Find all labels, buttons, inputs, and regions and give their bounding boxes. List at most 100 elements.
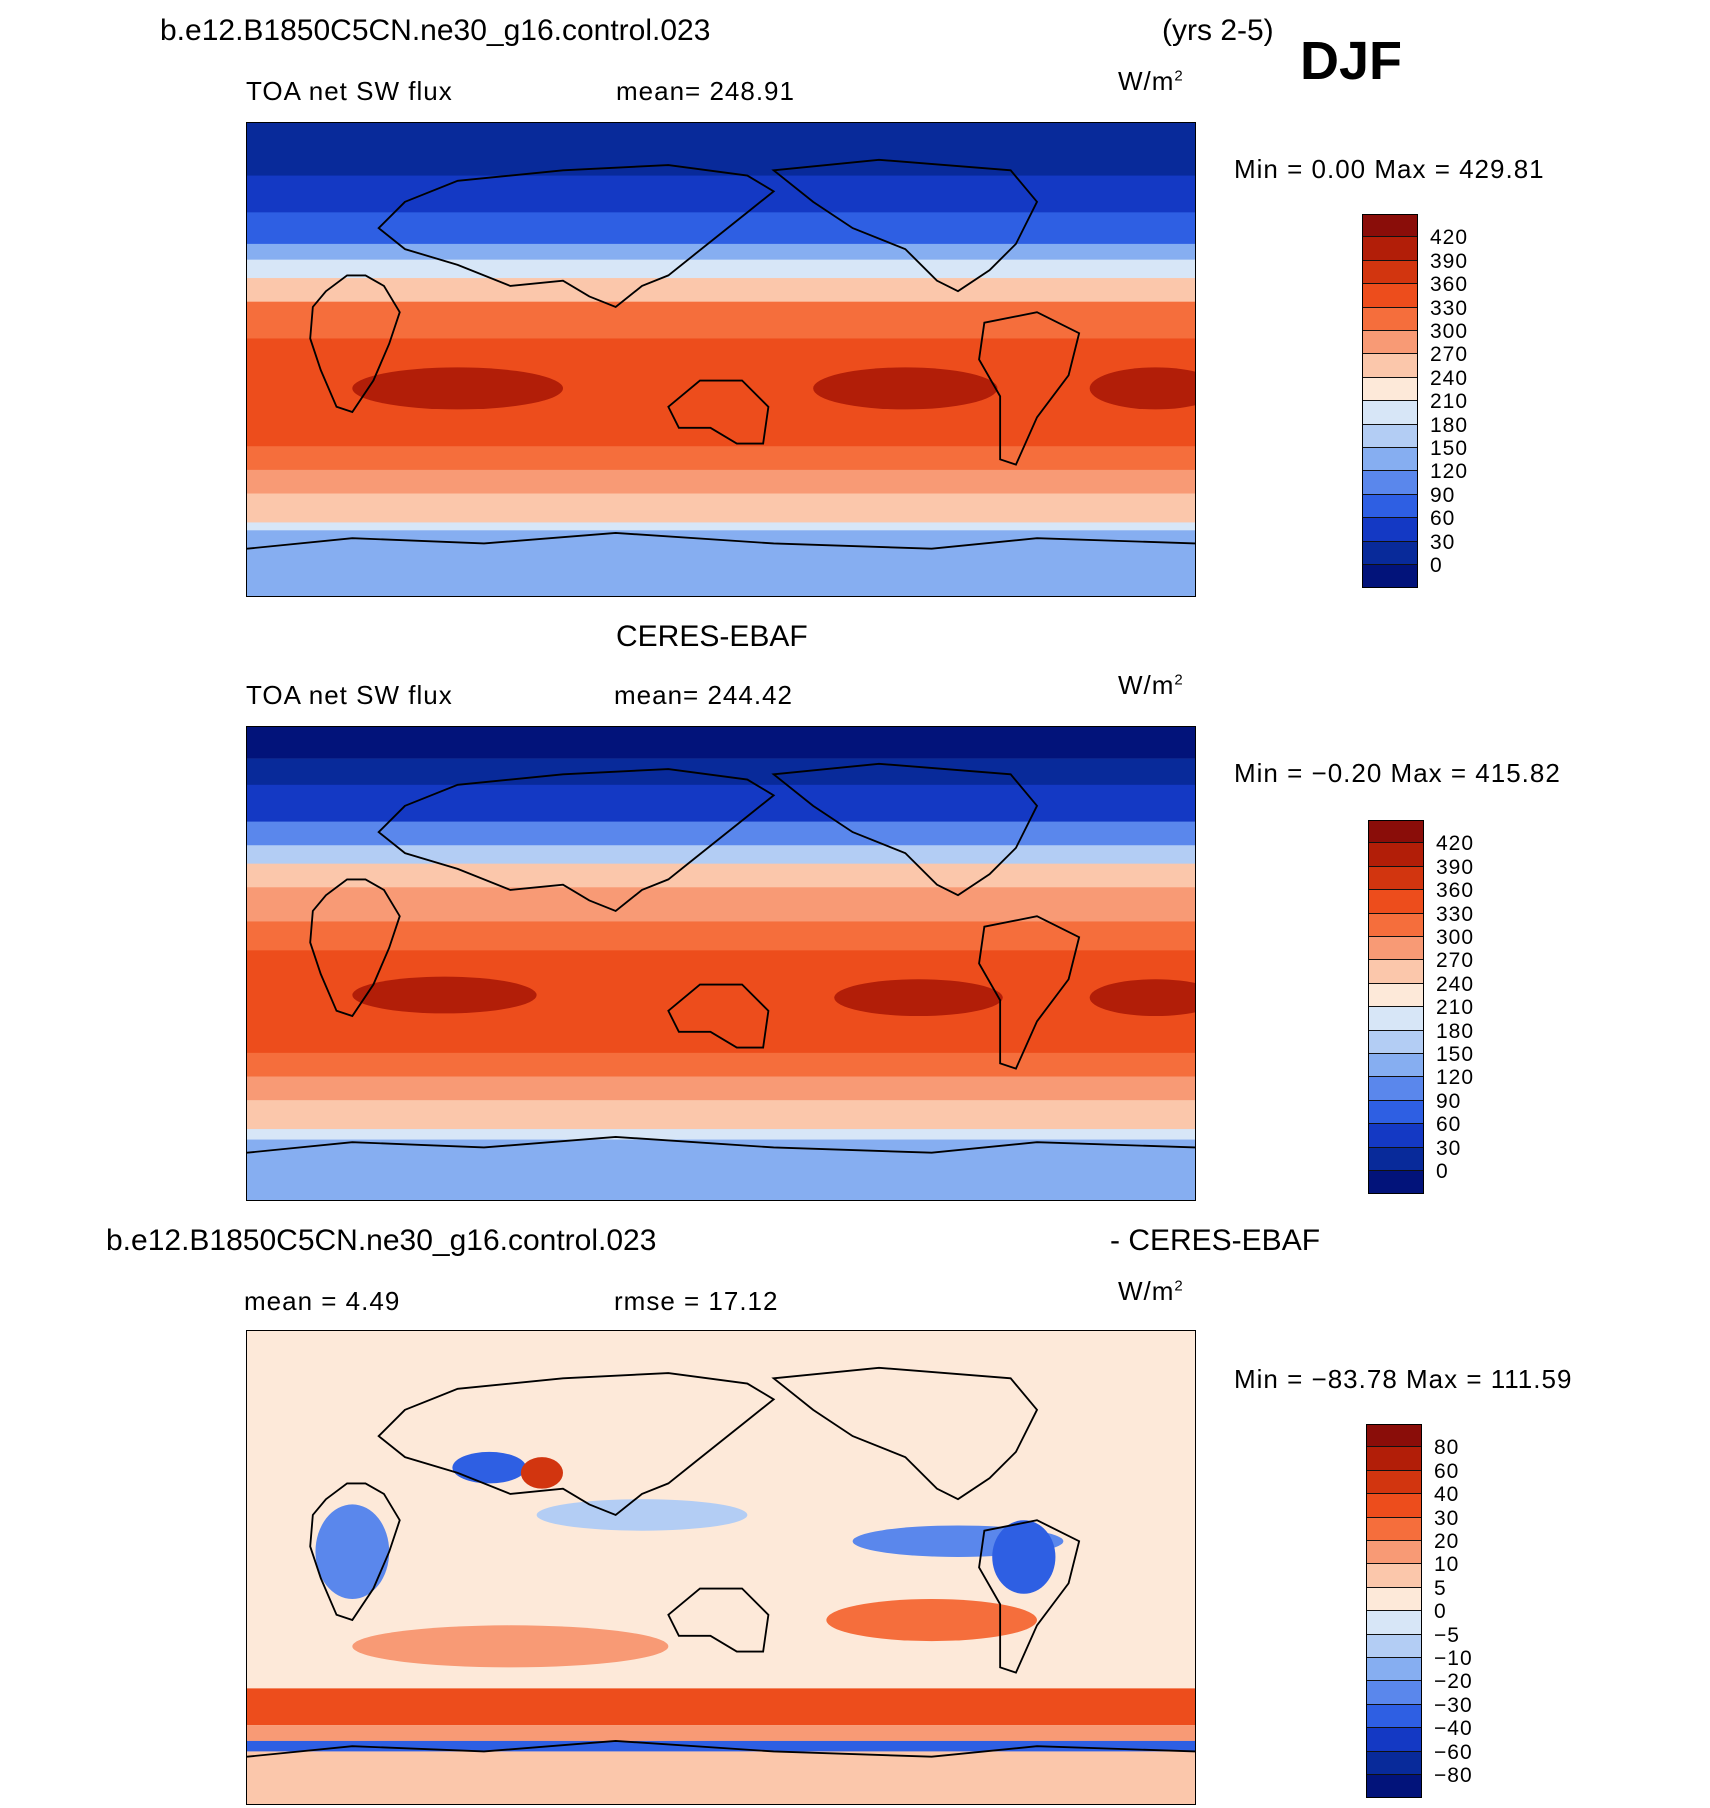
panel3-title-right: - CERES-EBAF (1110, 1224, 1321, 1257)
colorbar-cell (1368, 937, 1424, 961)
colorbar-label: 30 (1436, 1136, 1462, 1160)
panel2-map (246, 726, 1196, 1201)
colorbar-cell (1366, 1658, 1422, 1682)
panel2-units: W/m2 (1118, 670, 1184, 700)
colorbar-cell (1366, 1541, 1422, 1565)
panel3-rmse: rmse = 17.12 (614, 1286, 779, 1316)
colorbar-cell (1368, 1030, 1424, 1054)
colorbar-cell (1362, 307, 1418, 331)
colorbar-cell (1366, 1634, 1422, 1658)
panel2-map-svg (247, 727, 1195, 1200)
colorbar-cell (1368, 1007, 1424, 1031)
colorbar-cell (1366, 1728, 1422, 1752)
colorbar-frame (1366, 1424, 1422, 1799)
colorbar-label: 300 (1436, 926, 1475, 949)
colorbar-frame (1368, 820, 1424, 1195)
panel3-units: W/m2 (1118, 1276, 1184, 1306)
colorbar-cell (1368, 820, 1424, 844)
colorbar-label: 270 (1430, 343, 1469, 367)
colorbar-label: −10 (1434, 1647, 1473, 1670)
colorbar-cell (1362, 448, 1418, 472)
colorbar-label: 240 (1436, 972, 1475, 996)
colorbar-cell (1368, 913, 1424, 937)
panel1-variable: TOA net SW flux (246, 76, 453, 106)
colorbar-label: 0 (1434, 1600, 1447, 1624)
colorbar-cell (1368, 1077, 1424, 1101)
colorbar-cell (1368, 1054, 1424, 1078)
colorbar-label: 180 (1436, 1019, 1475, 1043)
colorbar-label: 0 (1430, 554, 1443, 577)
colorbar-label: 40 (1434, 1483, 1460, 1507)
colorbar-label: 390 (1436, 855, 1475, 879)
panel2-variable: TOA net SW flux (246, 680, 453, 710)
colorbar-label: −60 (1434, 1740, 1473, 1764)
panel2-minmax: Min = −0.20 Max = 415.82 (1234, 758, 1561, 788)
case-name-title: b.e12.B1850C5CN.ne30_g16.control.023 (160, 14, 711, 47)
colorbar-cell (1366, 1704, 1422, 1729)
colorbar-label: 0 (1436, 1160, 1449, 1183)
panel2-title: CERES-EBAF (616, 620, 808, 653)
colorbar-label: 390 (1430, 249, 1469, 273)
colorbar-cell (1368, 1100, 1424, 1125)
band-antarctica (247, 530, 1195, 596)
panel3-mean: mean = 4.49 (244, 1286, 401, 1316)
season-label: DJF (1300, 31, 1403, 91)
colorbar-label: 20 (1434, 1530, 1460, 1553)
panel3-map-svg (247, 1331, 1195, 1804)
panel1-mean: mean= 248.91 (616, 76, 795, 106)
colorbar-cell (1368, 843, 1424, 867)
colorbar-label: 150 (1436, 1043, 1475, 1066)
coastlines (247, 762, 1195, 1154)
colorbar-cell (1362, 237, 1418, 261)
colorbar-label: 30 (1430, 530, 1456, 554)
panel3-minmax: Min = −83.78 Max = 111.59 (1234, 1364, 1573, 1394)
colorbar-cell (1366, 1470, 1422, 1495)
colorbar-cell (1366, 1681, 1422, 1705)
colorbar-label: 120 (1430, 460, 1469, 484)
colorbar-cell (1362, 214, 1418, 238)
colorbar-cell (1366, 1587, 1422, 1612)
panel1-minmax: Min = 0.00 Max = 429.81 (1234, 154, 1545, 184)
coastlines (247, 1366, 1195, 1758)
colorbar-cell (1366, 1611, 1422, 1635)
colorbar-label: 240 (1430, 366, 1469, 390)
colorbar-label: 210 (1430, 390, 1469, 414)
colorbar-label: 360 (1430, 273, 1469, 297)
colorbar-cell (1362, 471, 1418, 495)
colorbar-label: 360 (1436, 879, 1475, 903)
colorbar-cell (1362, 494, 1418, 519)
colorbar-cell (1362, 354, 1418, 378)
colorbar-cell (1366, 1494, 1422, 1518)
colorbar-label: 330 (1430, 296, 1469, 320)
colorbar-cell (1362, 331, 1418, 355)
colorbar-cell (1366, 1751, 1422, 1775)
colorbar-cell (1362, 377, 1418, 402)
panel3-title-left: b.e12.B1850C5CN.ne30_g16.control.023 (106, 1224, 657, 1257)
band-polar-north (247, 727, 1195, 759)
coastlines (247, 158, 1195, 550)
colorbar-label: 300 (1430, 320, 1469, 343)
colorbar-cell (1366, 1424, 1422, 1448)
colorbar-label: 60 (1434, 1459, 1460, 1483)
colorbar-label: 60 (1430, 507, 1456, 531)
colorbar-label: −5 (1434, 1623, 1460, 1647)
colorbar-cell (1362, 260, 1418, 285)
colorbar-cell (1362, 424, 1418, 448)
colorbar-cell (1366, 1517, 1422, 1541)
colorbar-label: 270 (1436, 949, 1475, 973)
colorbar-cell (1368, 890, 1424, 914)
colorbar-label: 420 (1436, 832, 1475, 856)
colorbar-frame (1362, 214, 1418, 589)
colorbar-cell (1362, 401, 1418, 425)
colorbar-cell (1362, 284, 1418, 308)
colorbar-label: 30 (1434, 1506, 1460, 1530)
colorbar-label: −40 (1434, 1717, 1473, 1741)
colorbar-cell (1368, 1124, 1424, 1148)
colorbar-label: 180 (1430, 413, 1469, 437)
colorbar-label: 10 (1434, 1553, 1460, 1577)
colorbar-cell (1368, 960, 1424, 984)
colorbar-cell (1366, 1564, 1422, 1588)
panel3-map (246, 1330, 1196, 1805)
colorbar-cell (1362, 541, 1418, 565)
colorbar-label: 5 (1434, 1576, 1447, 1600)
